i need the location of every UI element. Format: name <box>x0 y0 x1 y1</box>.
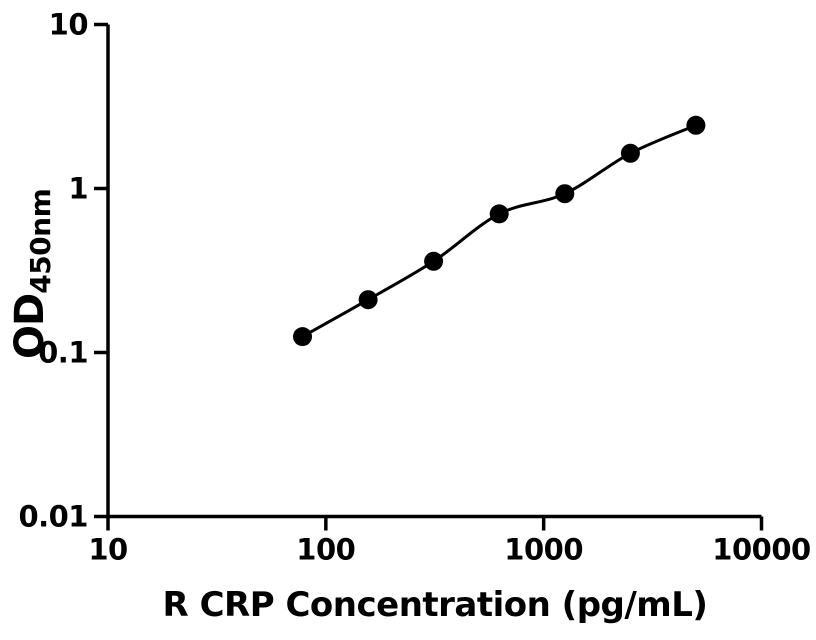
data-point <box>358 290 378 310</box>
y-axis-title-main: OD <box>7 293 53 359</box>
y-tick-label: 0.01 <box>18 500 88 534</box>
y-tick-label: 0.1 <box>38 336 88 370</box>
data-point <box>424 251 444 271</box>
data-point <box>489 204 509 224</box>
data-point <box>555 184 575 204</box>
y-tick-label: 10 <box>49 8 88 42</box>
x-tick-label: 10 <box>88 533 127 567</box>
data-point <box>620 143 640 163</box>
x-tick-label: 100 <box>296 533 355 567</box>
data-point <box>686 115 706 135</box>
x-tick-label: 1000 <box>504 533 583 567</box>
y-axis-title-subscript: 450nm <box>24 188 57 294</box>
x-tick-label: 10000 <box>712 533 810 567</box>
data-point <box>293 327 312 347</box>
y-tick-label: 1 <box>68 172 88 206</box>
y-axis-title: OD450nm <box>6 189 57 359</box>
x-axis-title: R CRP Concentration (pg/mL) <box>162 585 708 625</box>
